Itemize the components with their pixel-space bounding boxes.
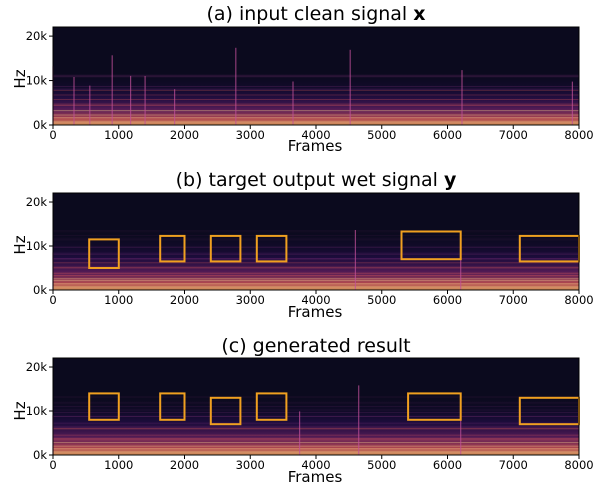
highlight-box-4	[255, 234, 288, 263]
y-tick-label: 20k	[26, 29, 48, 43]
panel-a-spectrogram: 0 1000 2000 3000 4000 5000 6000 7000 8000 0k 10k 20…	[26, 26, 594, 142]
x-tick-label: 0	[49, 293, 56, 307]
panel-a-title: (a) input clean signal x	[206, 3, 425, 25]
highlight-box-1	[88, 238, 120, 269]
x-tick-label: 2000	[170, 458, 199, 472]
x-tick-label: 5000	[367, 128, 396, 142]
y-tick-label: 10k	[26, 404, 48, 418]
panel-c: (c) generated result 0 1000 2000 3000 4000 50…	[11, 335, 594, 486]
highlight-box-1	[88, 392, 120, 421]
panel-b-spectrogram: 0 1000 2000 3000 4000 5000 6000 7000 8000 0k 10k 20…	[26, 192, 594, 307]
x-tick-label: 5000	[367, 458, 396, 472]
y-tick-label: 20k	[26, 360, 48, 374]
highlight-box-3	[209, 396, 242, 426]
x-tick-label: 2000	[170, 128, 199, 142]
x-tick-label: 7000	[499, 293, 528, 307]
panel-b-ylabel: Hz	[11, 235, 29, 254]
x-tick-label: 7000	[499, 458, 528, 472]
x-tick-label: 0	[49, 458, 56, 472]
y-tick-label: 0k	[33, 118, 47, 132]
x-tick-label: 8000	[564, 128, 593, 142]
x-tick-label: 4000	[301, 128, 330, 142]
panel-a: (a) input clean signal x 0 1000 2000 3000 40…	[11, 3, 594, 155]
x-tick-label: 1000	[104, 458, 133, 472]
x-tick-label: 6000	[433, 293, 462, 307]
y-tick-label: 10k	[26, 239, 48, 253]
y-tick-label: 10k	[26, 74, 48, 88]
panel-a-xlabel: Frames	[288, 137, 343, 155]
highlight-box-4	[255, 392, 288, 421]
x-tick-label: 7000	[499, 128, 528, 142]
x-tick-label: 4000	[301, 293, 330, 307]
highlight-box-5	[407, 392, 462, 421]
x-tick-label: 3000	[236, 128, 265, 142]
spectrogram-energy	[53, 71, 579, 125]
x-tick-label: 1000	[104, 293, 133, 307]
panel-c-title: (c) generated result	[221, 335, 410, 357]
y-tick-label: 20k	[26, 195, 48, 209]
panel-b: (b) target output wet signal y 0 1000 2000…	[11, 169, 594, 321]
x-tick-label: 6000	[433, 458, 462, 472]
x-tick-label: 6000	[433, 128, 462, 142]
x-tick-label: 1000	[104, 128, 133, 142]
panel-b-xlabel: Frames	[288, 303, 343, 321]
x-tick-label: 0	[49, 128, 56, 142]
panel-c-spectrogram: 0 1000 2000 3000 4000 5000 6000 7000 8000 0k 10k 20…	[26, 357, 594, 472]
panel-b-title: (b) target output wet signal y	[176, 169, 457, 191]
y-tick-label: 0k	[33, 448, 47, 462]
x-tick-label: 2000	[170, 293, 199, 307]
highlight-box-2	[159, 234, 186, 263]
spectrogram-energy	[53, 394, 579, 455]
highlight-box-2	[159, 392, 186, 421]
y-tick-label: 0k	[33, 283, 47, 297]
panel-c-xlabel: Frames	[288, 468, 343, 484]
x-tick-label: 3000	[236, 458, 265, 472]
panel-c-ylabel: Hz	[11, 401, 29, 420]
x-tick-label: 4000	[301, 458, 330, 472]
panel-a-ylabel: Hz	[11, 69, 29, 88]
x-tick-label: 3000	[236, 293, 265, 307]
x-tick-label: 5000	[367, 293, 396, 307]
spectrogram-energy	[53, 229, 579, 290]
x-tick-label: 8000	[564, 458, 593, 472]
highlight-box-5	[400, 230, 462, 261]
highlight-box-3	[209, 234, 242, 263]
x-tick-label: 8000	[564, 293, 593, 307]
